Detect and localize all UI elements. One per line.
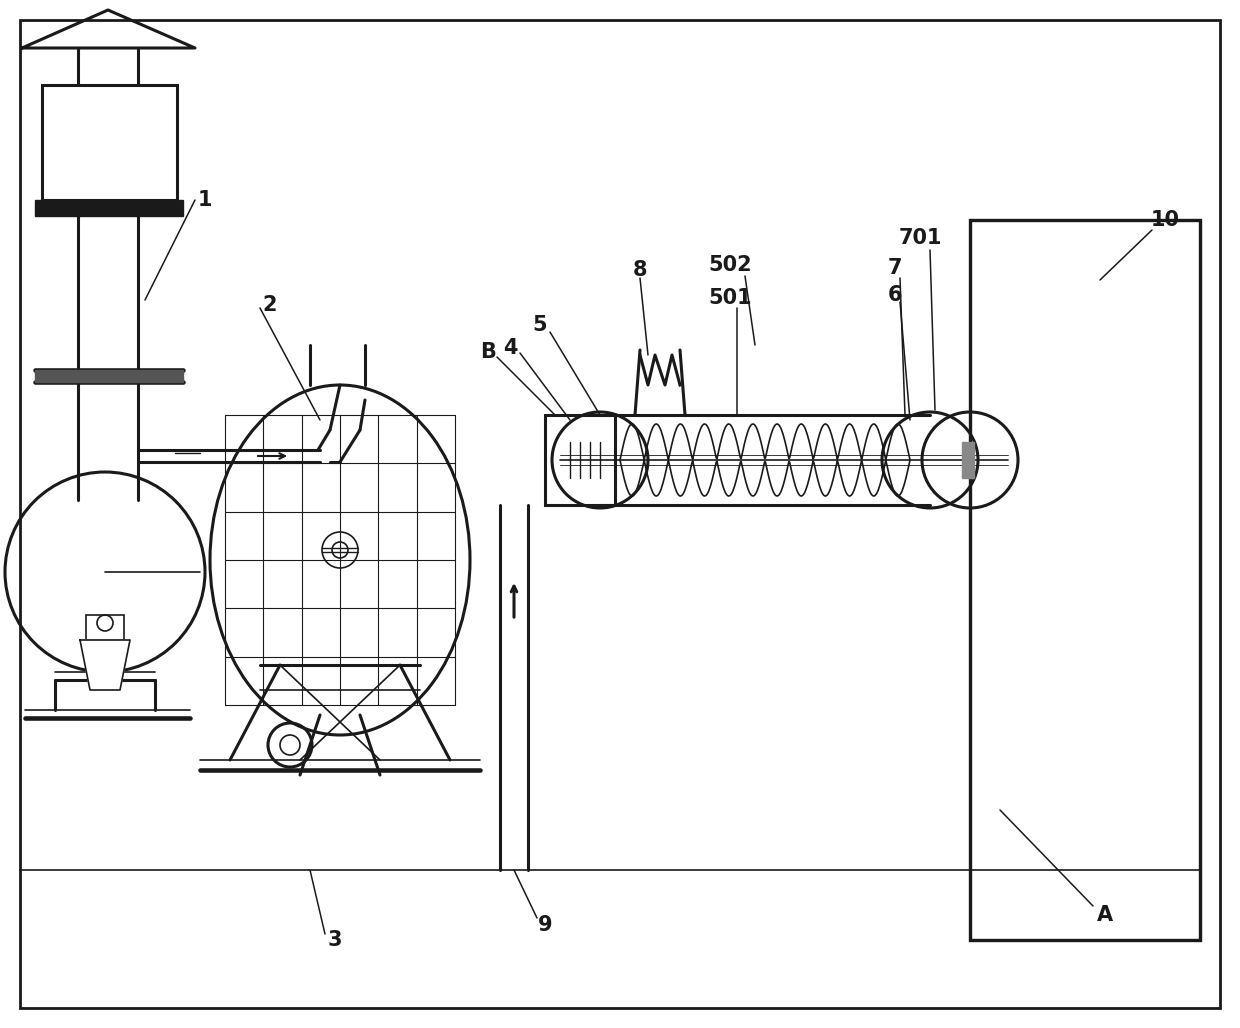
- Text: 5: 5: [533, 315, 547, 335]
- Text: 8: 8: [632, 260, 647, 280]
- Text: 7: 7: [888, 258, 903, 278]
- Text: 2: 2: [263, 295, 278, 315]
- Text: 501: 501: [708, 288, 751, 308]
- Text: 9: 9: [538, 915, 552, 935]
- Bar: [35, 200, 184, 216]
- Bar: [546, 415, 615, 505]
- Text: 1: 1: [197, 190, 212, 210]
- Polygon shape: [81, 640, 130, 690]
- Text: 6: 6: [888, 285, 903, 305]
- Text: B: B: [480, 342, 496, 362]
- Bar: [35, 370, 184, 382]
- Text: 4: 4: [502, 338, 517, 358]
- Text: 3: 3: [327, 930, 342, 950]
- Text: 10: 10: [1151, 210, 1179, 230]
- Bar: [962, 442, 973, 478]
- Text: A: A: [1097, 905, 1114, 925]
- Bar: [86, 615, 124, 640]
- Bar: [42, 85, 177, 200]
- Bar: [970, 220, 1200, 940]
- Text: 502: 502: [708, 255, 751, 276]
- Text: 701: 701: [898, 228, 941, 248]
